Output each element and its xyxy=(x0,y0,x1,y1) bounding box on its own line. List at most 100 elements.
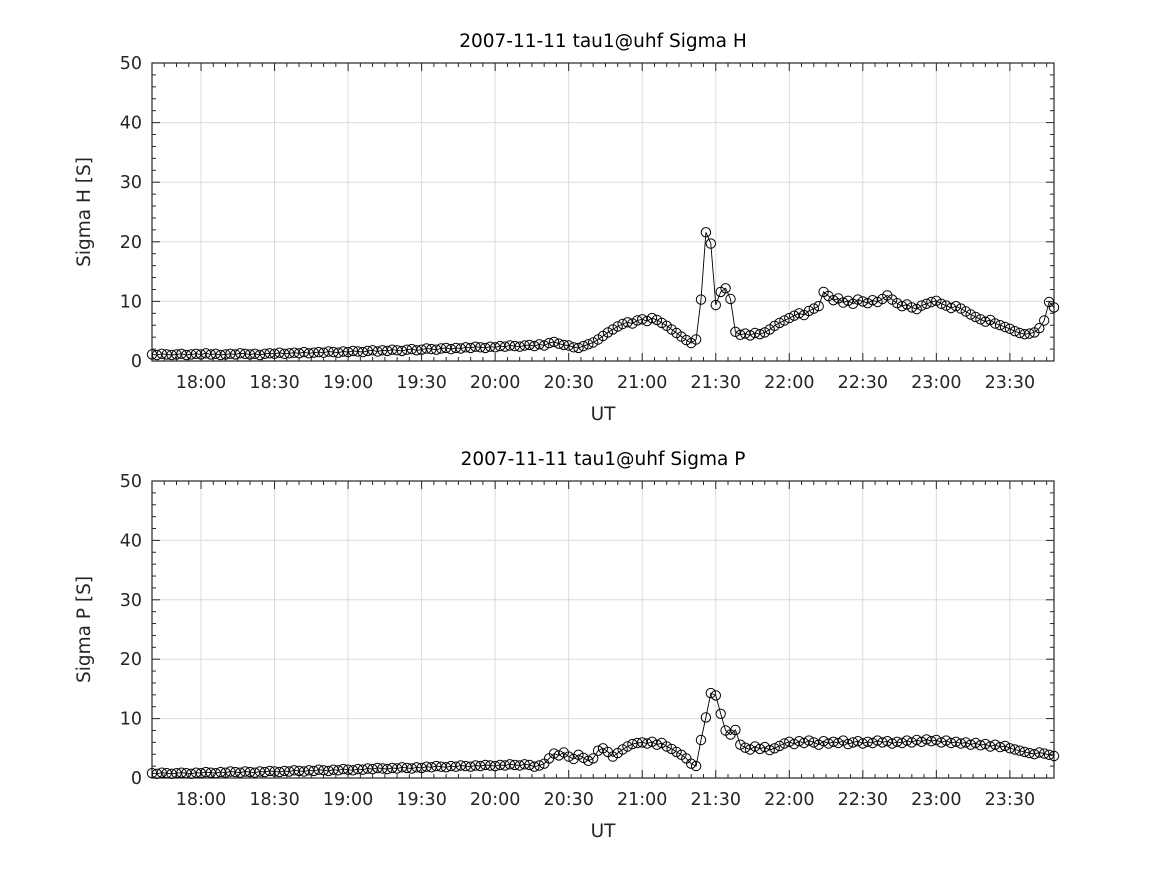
data-point-marker xyxy=(568,342,579,353)
data-point-marker xyxy=(803,305,815,317)
data-line xyxy=(151,692,1055,775)
data-point-marker xyxy=(254,349,265,361)
data-point-marker xyxy=(965,309,976,320)
data-point-marker xyxy=(906,302,917,313)
data-point-marker xyxy=(700,712,712,723)
data-point-marker xyxy=(421,343,432,354)
data-point-marker xyxy=(303,348,315,359)
data-point-marker xyxy=(181,349,192,361)
data-point-marker xyxy=(514,341,525,352)
data-point-marker xyxy=(955,738,967,749)
data-point-marker xyxy=(1039,315,1050,326)
data-point-marker xyxy=(857,296,868,307)
data-point-marker xyxy=(999,740,1011,752)
x-tick-label: 20:00 xyxy=(470,373,520,393)
data-point-marker xyxy=(313,764,324,775)
y-tick-label: 50 xyxy=(120,472,142,492)
x-axis-label: UT xyxy=(591,821,617,842)
data-point-marker xyxy=(828,736,839,747)
data-point-marker xyxy=(994,741,1006,753)
data-point-marker xyxy=(176,767,187,778)
data-point-marker xyxy=(475,760,486,772)
data-point-marker xyxy=(646,736,658,747)
data-point-marker xyxy=(553,750,565,761)
x-tick-label: 19:30 xyxy=(396,790,446,810)
data-point-marker xyxy=(725,293,736,305)
x-tick-label: 22:30 xyxy=(838,373,888,393)
data-point-marker xyxy=(563,751,574,762)
x-tick-label: 23:00 xyxy=(911,790,961,810)
data-point-marker xyxy=(990,318,1001,329)
axes-box xyxy=(151,62,1055,362)
data-point-marker xyxy=(475,342,486,353)
data-point-marker xyxy=(166,768,177,779)
sigma-p-panel: 18:00 18:30 19:00 19:30 20:00 20:30 21:00 21:30… xyxy=(74,449,1060,842)
y-tick-label: 20 xyxy=(120,650,142,670)
data-point-marker xyxy=(803,735,815,746)
data-point-marker xyxy=(769,743,780,754)
data-point-marker xyxy=(534,760,545,771)
data-point-marker xyxy=(1048,750,1060,762)
minor-ticks xyxy=(151,481,1054,778)
y-axis-label: Sigma H [S] xyxy=(74,157,95,267)
data-point-marker xyxy=(504,759,516,770)
data-point-marker xyxy=(838,297,849,308)
x-tick-label: 18:00 xyxy=(176,373,226,393)
y-tick-label: 30 xyxy=(120,173,142,193)
data-point-marker xyxy=(789,738,800,750)
data-point-marker xyxy=(891,736,903,747)
data-point-marker xyxy=(1034,323,1045,334)
data-point-marker xyxy=(867,295,878,306)
data-point-marker xyxy=(931,734,942,746)
y-tick-label: 0 xyxy=(131,352,142,372)
y-tick-label: 40 xyxy=(120,531,142,551)
x-tick-label: 21:30 xyxy=(691,790,741,810)
data-point-marker xyxy=(975,740,986,751)
data-point-marker xyxy=(592,745,604,756)
data-point-marker xyxy=(994,320,1006,331)
data-point-marker xyxy=(921,298,932,309)
data-point-marker xyxy=(583,755,594,766)
data-point-marker xyxy=(372,762,383,774)
data-point-marker xyxy=(627,738,638,750)
y-tick-label: 10 xyxy=(120,710,142,730)
data-point-marker xyxy=(784,312,795,324)
data-point-marker xyxy=(235,348,246,359)
axes-box xyxy=(151,480,1055,779)
data-point-marker xyxy=(1048,302,1060,313)
data-point-marker xyxy=(1014,745,1025,756)
data-point-marker xyxy=(646,312,658,324)
data-point-marker xyxy=(970,737,981,749)
data-point-marker xyxy=(926,296,937,308)
data-point-marker xyxy=(651,739,663,750)
x-tick-label: 22:00 xyxy=(764,373,814,393)
data-point-marker xyxy=(1019,746,1030,758)
major-ticks xyxy=(152,62,1054,362)
data-point-marker xyxy=(695,734,707,746)
data-point-marker xyxy=(764,744,775,756)
data-point-marker xyxy=(249,767,261,778)
data-point-marker xyxy=(480,342,491,354)
data-point-marker xyxy=(396,762,408,773)
data-point-marker xyxy=(641,738,653,749)
data-point-marker xyxy=(700,227,712,238)
x-tick-label: 20:30 xyxy=(543,790,593,810)
data-point-marker xyxy=(774,740,785,752)
data-point-marker xyxy=(744,330,756,341)
data-point-marker xyxy=(852,294,864,305)
data-point-marker xyxy=(813,301,824,312)
x-tick-label: 23:30 xyxy=(985,790,1035,810)
data-point-marker xyxy=(793,308,805,319)
data-point-marker xyxy=(661,741,672,752)
data-point-marker xyxy=(1009,744,1020,755)
data-point-marker xyxy=(504,340,516,351)
x-tick-label: 19:00 xyxy=(323,790,373,810)
data-point-marker xyxy=(1019,329,1030,340)
y-tick-label: 20 xyxy=(120,233,142,253)
data-point-marker xyxy=(431,344,442,355)
data-point-marker xyxy=(720,283,731,294)
data-point-marker xyxy=(455,760,466,771)
data-point-marker xyxy=(710,299,721,311)
x-tick-label: 20:00 xyxy=(470,790,520,810)
data-point-marker xyxy=(156,348,168,359)
